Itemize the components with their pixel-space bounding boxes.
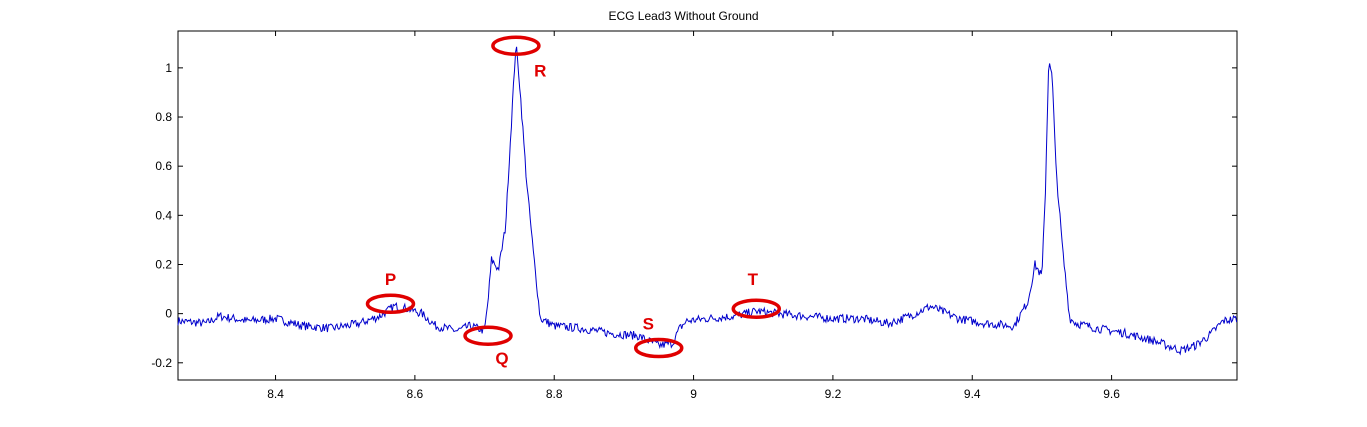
x-axis: 8.4 8.6 8.8 9 9.2 9.4 9.6 xyxy=(267,31,1120,401)
plot-area xyxy=(177,30,1238,381)
annotation-label-p: P xyxy=(385,270,396,289)
annotation-layer: P Q R S T xyxy=(365,35,782,368)
annotation-ellipse-p xyxy=(365,293,416,315)
y-axis: -0.2 0 0.2 0.4 0.6 0.8 1 xyxy=(151,61,1237,370)
y-tick-label: 1 xyxy=(165,61,172,75)
y-tick-label: 0.6 xyxy=(155,159,172,173)
chart-title: ECG Lead3 Without Ground xyxy=(608,9,759,23)
annotation-label-s: S xyxy=(643,314,654,333)
x-tick-label: 9.2 xyxy=(825,387,842,401)
annotation-ellipse-s xyxy=(633,337,684,359)
y-tick-label: 0 xyxy=(165,307,172,321)
x-tick-label: 9.6 xyxy=(1103,387,1120,401)
annotation-ellipse-r xyxy=(491,35,541,56)
annotation-ellipse-q xyxy=(463,325,513,347)
x-tick-label: 8.8 xyxy=(546,387,563,401)
x-tick-label: 8.6 xyxy=(407,387,424,401)
x-tick-label: 9.4 xyxy=(964,387,981,401)
y-tick-label: 0.8 xyxy=(155,110,172,124)
y-tick-label: 0.4 xyxy=(155,208,172,222)
ecg-series-line xyxy=(177,46,1238,356)
annotation-label-q: Q xyxy=(495,349,508,368)
x-tick-label: 9 xyxy=(690,387,697,401)
annotation-label-t: T xyxy=(748,270,759,289)
annotation-ellipse-t xyxy=(731,298,782,319)
x-tick-label: 8.4 xyxy=(267,387,284,401)
y-tick-label: -0.2 xyxy=(151,356,172,370)
annotation-label-r: R xyxy=(534,61,546,80)
series-layer xyxy=(177,46,1238,356)
y-tick-label: 0.2 xyxy=(155,257,172,271)
